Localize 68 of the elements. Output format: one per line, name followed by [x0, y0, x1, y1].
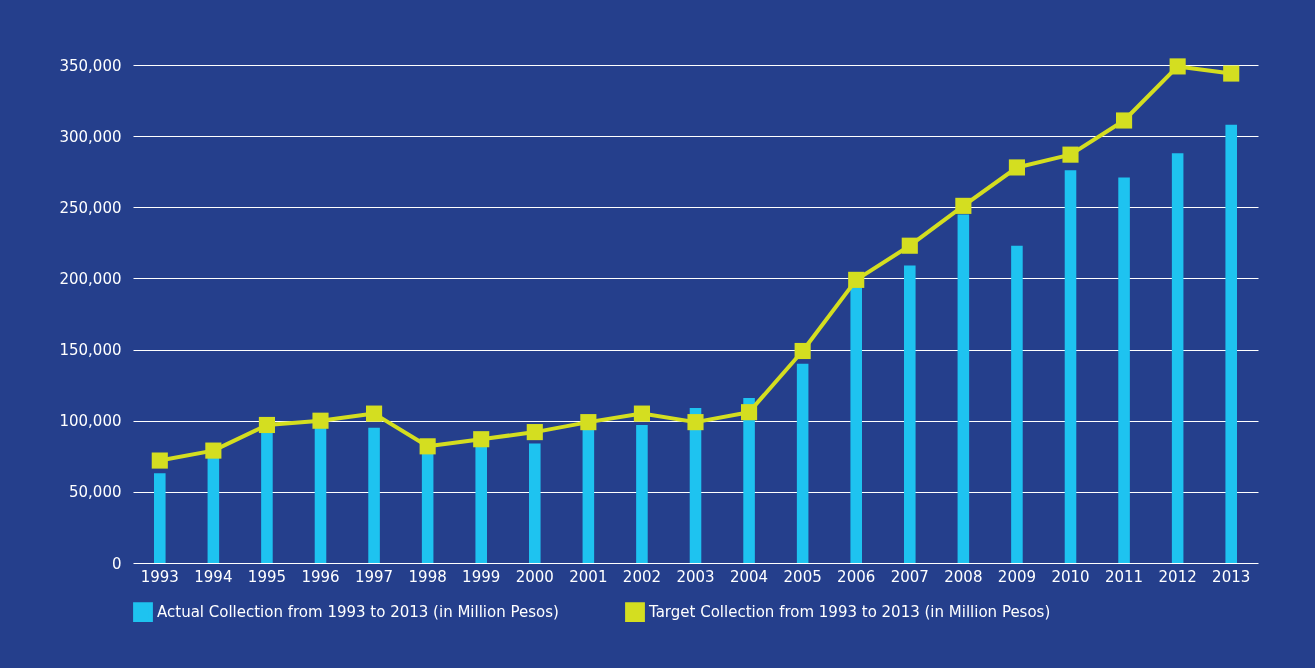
point — [633, 405, 650, 422]
point — [473, 431, 490, 448]
point — [901, 237, 918, 254]
point — [580, 414, 597, 431]
x-tick-label: 2001 — [569, 567, 608, 586]
x-tick-label: 2010 — [1051, 567, 1090, 586]
x-tick-label: 2008 — [944, 567, 983, 586]
point — [687, 414, 704, 431]
bar — [904, 265, 916, 563]
y-tick-label: 0 — [111, 554, 122, 573]
point — [848, 271, 865, 288]
bar — [1064, 170, 1077, 563]
bar — [1171, 153, 1184, 563]
legend-label: Target Collection from 1993 to 2013 (in Million Pesos) — [648, 603, 1051, 622]
y-tick-label: 200,000 — [59, 269, 122, 288]
x-tick-label: 2005 — [783, 567, 822, 586]
point — [366, 405, 383, 422]
bar — [636, 424, 648, 563]
x-tick-label: 1993 — [140, 567, 179, 586]
point — [1008, 159, 1025, 176]
x-tick-label: 1997 — [354, 567, 394, 586]
x-tick-label: 2012 — [1158, 567, 1197, 586]
point — [794, 342, 811, 360]
bar — [529, 443, 541, 563]
point — [1062, 146, 1079, 163]
point — [1223, 65, 1240, 82]
y-tick-label: 50,000 — [69, 483, 122, 502]
point — [955, 197, 972, 214]
bar — [957, 214, 970, 563]
x-tick-label: 2011 — [1104, 567, 1144, 586]
x-tick-label: 2000 — [515, 567, 554, 586]
x-tick-label: 1999 — [462, 567, 501, 586]
y-tick-label: 350,000 — [59, 56, 122, 75]
x-tick-label: 2004 — [729, 567, 769, 586]
point — [1116, 112, 1133, 129]
x-tick-label: 2003 — [676, 567, 715, 586]
point — [419, 438, 436, 455]
point — [1169, 58, 1186, 75]
point — [741, 404, 758, 421]
bar — [421, 452, 434, 563]
x-tick-label: 1996 — [301, 567, 340, 586]
bar — [368, 427, 380, 563]
x-tick-label: 2013 — [1212, 567, 1251, 586]
x-tick-label: 2009 — [997, 567, 1037, 586]
x-tick-label: 1998 — [408, 567, 447, 586]
bar — [743, 397, 755, 563]
x-tick-label: 2002 — [622, 567, 662, 586]
y-tick-label: 250,000 — [59, 198, 122, 217]
x-tick-label: 1995 — [247, 567, 287, 586]
point — [205, 442, 222, 459]
x-tick-label: 2006 — [837, 567, 876, 586]
legend-label: Actual Collection from 1993 to 2013 (in Million Pesos) — [157, 603, 559, 622]
y-tick-label: 150,000 — [59, 341, 122, 360]
point — [526, 424, 543, 441]
x-tick-label: 2007 — [890, 567, 929, 586]
point — [312, 412, 329, 429]
y-tick-label: 100,000 — [59, 412, 122, 431]
point — [151, 452, 168, 469]
y-tick-label: 300,000 — [59, 127, 122, 146]
bar — [1118, 177, 1130, 563]
bar — [1225, 124, 1237, 563]
bar — [261, 432, 273, 563]
bar — [154, 473, 166, 563]
bar — [796, 363, 809, 563]
x-tick-label: 1994 — [194, 567, 233, 586]
point — [258, 416, 275, 434]
bar — [850, 285, 862, 563]
bar — [1011, 245, 1023, 563]
